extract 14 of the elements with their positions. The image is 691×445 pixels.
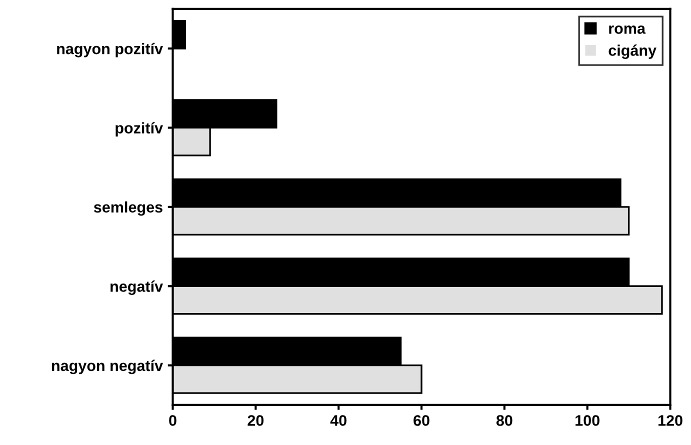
x-tick-label: 0 xyxy=(169,415,176,426)
y-tick-label: nagyon negatív xyxy=(52,360,163,374)
y-tick-label: negatív xyxy=(110,280,163,295)
y-tick-label: nagyon pozitív xyxy=(57,42,163,58)
legend-label: cigány xyxy=(608,44,656,59)
x-tick-label: 40 xyxy=(330,415,346,426)
legend-label: roma xyxy=(609,25,646,34)
y-tick-label: semleges xyxy=(94,201,162,216)
x-tick-label: 60 xyxy=(414,415,430,426)
x-tick-label: 20 xyxy=(248,415,264,426)
x-tick-label: 80 xyxy=(496,415,512,426)
x-tick-label: 120 xyxy=(658,415,682,426)
y-tick-label: pozitív xyxy=(116,122,163,136)
x-tick-label: 100 xyxy=(576,415,600,426)
